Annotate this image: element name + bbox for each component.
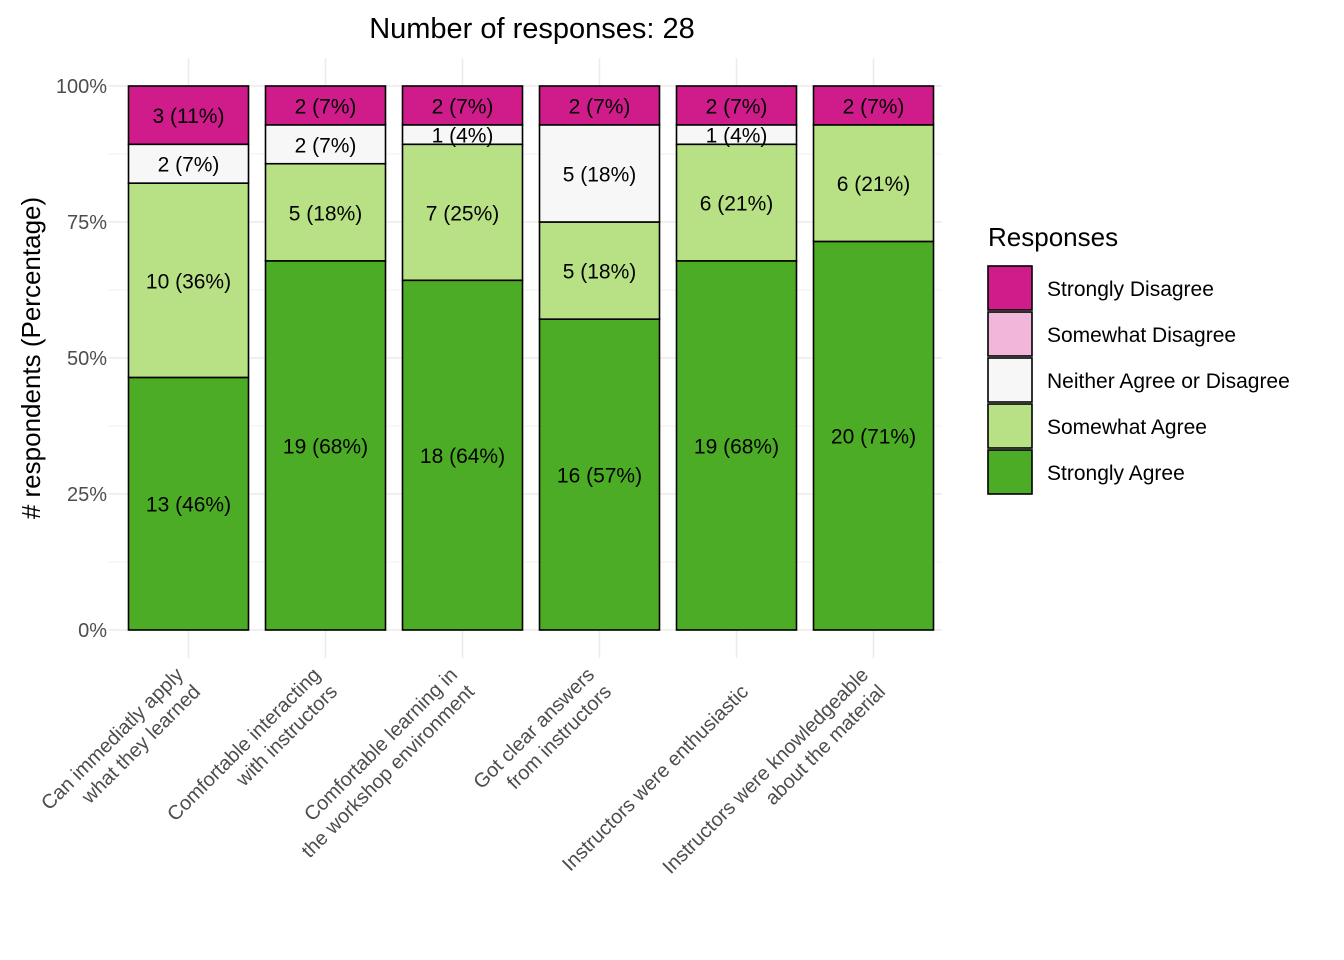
bar-label: 19 (68%) (283, 435, 368, 458)
bar-label: 3 (11%) (153, 105, 225, 128)
legend-title: Responses (988, 222, 1118, 252)
bar-label: 2 (7%) (295, 95, 357, 118)
bar-label: 13 (46%) (146, 494, 231, 517)
bar-label: 18 (64%) (420, 445, 505, 468)
bar-segment (127, 182, 250, 379)
bar-segment (127, 376, 250, 631)
bar-label: 5 (18%) (563, 261, 637, 284)
bar-label: 2 (7%) (295, 134, 357, 157)
bar-label: 1 (4%) (706, 125, 768, 148)
legend: Responses Strongly Disagree Somewhat Disa… (987, 222, 1290, 495)
bar-segment (401, 85, 524, 126)
bar-label: 6 (21%) (700, 193, 774, 216)
bar-label: 2 (7%) (569, 95, 631, 118)
bar-segment (538, 124, 661, 223)
y-axis-title: # respondents (Percentage) (16, 197, 46, 519)
bar-label: 1 (4%) (432, 125, 494, 148)
bar-label: 2 (7%) (843, 95, 905, 118)
legend-key (987, 449, 1033, 495)
legend-label: Somewhat Agree (1047, 416, 1207, 439)
y-tick-label: 50% (67, 348, 107, 370)
bar-label: 2 (7%) (158, 154, 220, 177)
bar-segment (264, 162, 387, 262)
bar-segment (538, 318, 661, 631)
legend-label: Neither Agree or Disagree (1047, 370, 1290, 393)
legend-label: Strongly Agree (1047, 462, 1185, 485)
bar-label: 5 (18%) (289, 202, 363, 225)
legend-key (987, 311, 1033, 357)
bar-segment (675, 85, 798, 126)
bar-label: 5 (18%) (563, 163, 637, 186)
legend-label: Strongly Disagree (1047, 278, 1214, 301)
legend-key (987, 357, 1033, 403)
bar-label: 7 (25%) (426, 202, 500, 225)
bar-segment (401, 143, 524, 282)
bar-segment (127, 85, 250, 146)
bar-label: 20 (71%) (831, 426, 916, 449)
bar-segment (264, 260, 387, 631)
legend-key (987, 265, 1033, 311)
chart-title: Number of responses: 28 (369, 13, 695, 45)
bar-label: 19 (68%) (694, 435, 779, 458)
y-tick-label: 75% (67, 212, 107, 234)
bar-label: 2 (7%) (706, 95, 768, 118)
bar-segment (675, 260, 798, 631)
y-tick-label: 100% (56, 76, 107, 98)
bar-segment (812, 240, 935, 631)
bar-segment (812, 85, 935, 126)
bar-segment (264, 85, 387, 126)
bar-label: 2 (7%) (432, 95, 494, 118)
y-tick-label: 0% (78, 620, 107, 642)
bar-segment (127, 143, 250, 184)
bar-label: 16 (57%) (557, 465, 642, 488)
legend-label: Somewhat Disagree (1047, 324, 1236, 347)
bar-segment (401, 279, 524, 631)
y-axis-ticks: 0% 25% 50% 75% 100% (56, 76, 107, 642)
bar-label: 10 (36%) (146, 270, 231, 293)
x-tick-label-line: Can immediatly apply (37, 664, 188, 815)
bar-segment (264, 124, 387, 165)
bar-label: 6 (21%) (837, 173, 911, 196)
bars: 13 (46%) 10 (36%) 2 (7%) 3 (11%) 19 (68%) 5 (… (127, 85, 935, 631)
legend-key (987, 403, 1033, 449)
x-tick-label-line: Instructors were knowledgeable (659, 664, 873, 878)
y-tick-label: 25% (67, 484, 107, 506)
bar-segment (538, 221, 661, 320)
bar-segment (538, 85, 661, 126)
